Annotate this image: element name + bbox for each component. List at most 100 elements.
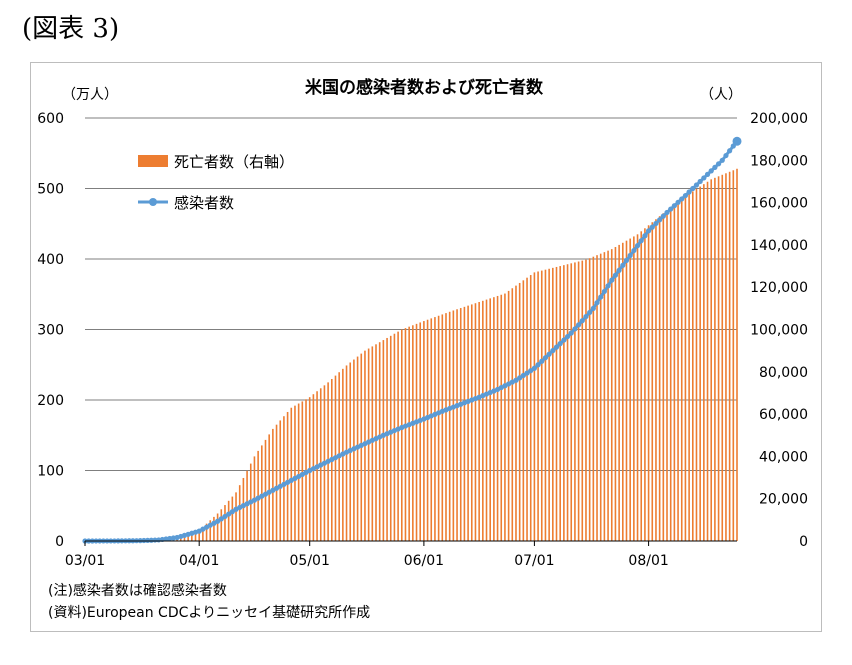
deaths-bar: [548, 268, 550, 541]
infections-point: [649, 224, 655, 230]
deaths-bar: [448, 311, 451, 541]
deaths-bar: [721, 174, 724, 541]
deaths-bar: [658, 216, 661, 542]
legend-infections-marker: [149, 198, 157, 206]
deaths-bar: [286, 411, 289, 541]
infections-point: [704, 171, 711, 177]
x-tick-label: 06/01: [404, 553, 444, 569]
y-right-tick-label: 120,000: [750, 280, 808, 296]
deaths-bar: [666, 210, 668, 542]
deaths-bar: [238, 485, 241, 541]
deaths-bar: [216, 513, 219, 541]
y-right-tick-label: 140,000: [750, 238, 808, 254]
deaths-bar: [463, 306, 466, 541]
deaths-bar: [647, 225, 650, 541]
y-right-tick-label: 0: [799, 534, 808, 550]
deaths-bar: [198, 530, 200, 541]
infections-point: [623, 257, 630, 264]
y-right-tick-label: 20,000: [759, 492, 808, 508]
deaths-bar: [673, 204, 676, 541]
legend-deaths-label: 死亡者数（右軸）: [174, 153, 294, 171]
deaths-bar: [474, 303, 477, 541]
x-tick-label: 08/01: [628, 553, 668, 569]
deaths-bar: [220, 509, 223, 541]
y-left-tick-label: 500: [37, 182, 64, 198]
y-right-tick-label: 160,000: [750, 196, 808, 212]
deaths-bar: [202, 527, 204, 541]
deaths-bar: [478, 302, 480, 541]
deaths-bar: [651, 222, 654, 541]
deaths-bar: [187, 534, 189, 541]
infections-point: [568, 330, 574, 336]
deaths-bar: [537, 271, 539, 541]
infections-point: [693, 182, 700, 188]
infections-point: [631, 247, 637, 254]
deaths-bar: [507, 290, 510, 541]
deaths-bar: [419, 322, 422, 541]
infections-point: [553, 344, 560, 350]
deaths-bar: [397, 331, 399, 541]
deaths-bar: [423, 321, 425, 541]
infections-point: [531, 365, 538, 371]
deaths-bar: [710, 179, 713, 541]
deaths-bar: [714, 177, 716, 541]
deaths-bar: [382, 340, 385, 541]
y-right-tick-label: 180,000: [750, 153, 808, 169]
deaths-bar: [669, 207, 672, 541]
deaths-bar: [408, 326, 410, 541]
infections-point: [601, 288, 607, 295]
infections-point: [612, 272, 619, 278]
x-tick-label: 03/01: [65, 553, 105, 569]
infections-point: [697, 178, 703, 185]
chart-title: 米国の感染者数および死亡者数: [305, 77, 544, 98]
x-tick-label: 05/01: [290, 553, 330, 569]
deaths-bar: [585, 259, 587, 541]
deaths-bar: [452, 310, 455, 541]
infections-point: [524, 370, 530, 376]
deaths-bar: [434, 317, 436, 541]
deaths-bar: [404, 328, 407, 541]
deaths-bar: [242, 477, 245, 541]
figure-label: (図表 3): [22, 14, 120, 44]
deaths-bar: [485, 299, 488, 541]
deaths-bar: [459, 308, 462, 541]
deaths-bar: [183, 535, 186, 541]
infections-point: [638, 238, 644, 244]
infections-point: [517, 375, 523, 381]
infections-point: [145, 537, 151, 543]
infections-point: [690, 185, 696, 192]
deaths-bar: [633, 236, 635, 541]
infections-point: [542, 355, 549, 361]
infections-point: [701, 175, 707, 181]
deaths-bar: [378, 342, 381, 541]
deaths-bar: [695, 189, 698, 541]
deaths-bar: [677, 201, 679, 541]
deaths-bar: [283, 416, 285, 541]
deaths-bar: [297, 403, 300, 541]
deaths-bar: [412, 325, 414, 541]
infections-point: [660, 213, 666, 219]
deaths-bar: [400, 329, 403, 541]
infections-point: [598, 294, 604, 300]
infections-point: [226, 511, 232, 517]
y-left-tick-label: 0: [55, 534, 64, 550]
deaths-bar: [706, 181, 709, 541]
deaths-bar: [470, 304, 473, 541]
deaths-bar: [194, 531, 197, 541]
left-axis-unit: （万人）: [62, 87, 118, 103]
chart-frame: [30, 62, 822, 632]
deaths-bar: [482, 300, 484, 541]
infections-point: [564, 333, 571, 340]
infections-point: [657, 217, 663, 223]
deaths-bar: [688, 193, 690, 541]
y-right-tick-label: 80,000: [759, 365, 808, 381]
infections-point: [723, 152, 729, 159]
infections-point: [675, 199, 681, 205]
deaths-bar: [522, 280, 525, 541]
deaths-bar: [725, 173, 727, 541]
y-right-tick-label: 40,000: [759, 449, 808, 465]
deaths-bar: [261, 445, 263, 541]
deaths-bar: [655, 219, 657, 542]
infections-point: [218, 516, 224, 522]
